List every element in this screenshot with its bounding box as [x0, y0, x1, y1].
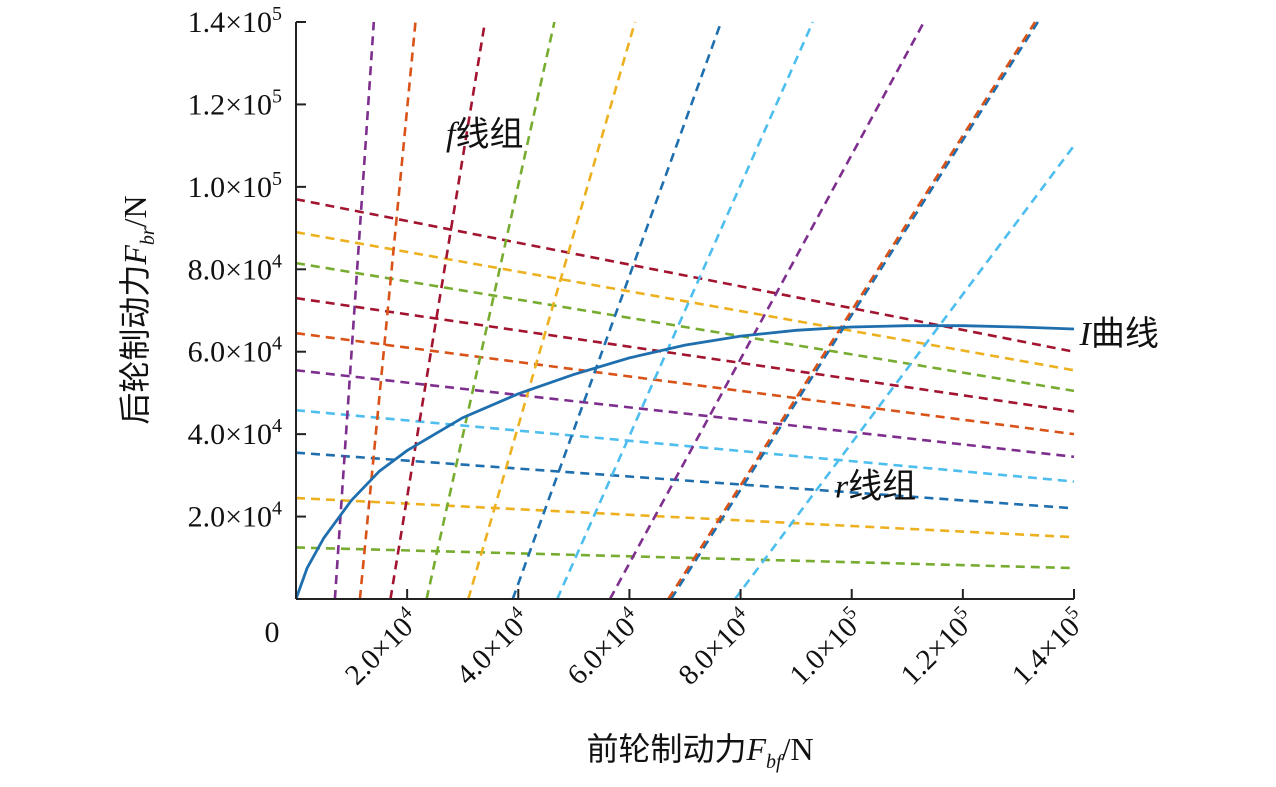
- x-tick-label-5: 1.0×105: [781, 602, 870, 691]
- y-tick-label-7: 1.4×105: [188, 3, 282, 39]
- y-tick-label-4: 8.0×104: [188, 250, 282, 286]
- f-line-9: [670, 21, 1039, 600]
- r-line-9: [295, 230, 1075, 372]
- i-curve-line: [294, 324, 1075, 600]
- x-tick-label-2: 4.0×104: [448, 602, 538, 692]
- x-tick-mantissa: 8.0×10: [672, 611, 752, 691]
- x-axis-label-main: 前轮制动力: [586, 731, 746, 767]
- x-tick-label-1: 2.0×104: [337, 602, 427, 692]
- y-tick-mantissa: 6.0×10: [188, 336, 272, 369]
- annotation-text: 线组: [455, 115, 523, 153]
- y-tick-label-1: 2.0×104: [188, 498, 282, 534]
- y-tick-mantissa: 1.4×10: [188, 6, 272, 39]
- annotation-i-curve: I曲线: [1079, 315, 1159, 353]
- y-axis-label-unit: /N: [117, 195, 153, 227]
- y-tick-label-3: 6.0×104: [188, 333, 282, 369]
- y-tick-exponent: 4: [272, 333, 282, 355]
- r-line-10: [295, 197, 1075, 353]
- f-line-7: [555, 21, 815, 600]
- x-tick-label-3: 6.0×104: [559, 602, 649, 692]
- f-line-8: [608, 21, 926, 600]
- y-tick-exponent: 5: [272, 85, 282, 107]
- annotation-text: 线组: [848, 468, 916, 506]
- r-line-7: [295, 296, 1075, 413]
- y-tick-label-2: 4.0×104: [188, 415, 282, 451]
- y-axis-label-sub: br: [137, 227, 159, 245]
- r-line-3: [295, 451, 1075, 510]
- y-tick-mantissa: 8.0×10: [188, 253, 272, 286]
- f-line-6: [511, 21, 723, 600]
- f-line-1: [333, 21, 376, 600]
- y-tick-mantissa: 4.0×10: [188, 418, 272, 451]
- data-lines: [294, 21, 1076, 600]
- x-tick-mantissa: 6.0×10: [561, 611, 641, 691]
- y-axis-label-var: F: [117, 245, 153, 266]
- r-line-2: [295, 496, 1075, 539]
- f-line-5: [467, 21, 637, 600]
- x-axis-label-sub: bf: [766, 751, 784, 773]
- x-tick-mantissa: 1.0×10: [784, 611, 864, 691]
- y-tick-exponent: 4: [272, 415, 282, 437]
- f-line-2: [358, 21, 417, 600]
- r-line-4: [295, 408, 1075, 483]
- x-tick-label-6: 1.2×105: [893, 602, 982, 691]
- r-line-5: [295, 368, 1075, 459]
- f-line-11: [733, 144, 1076, 600]
- x-tick-label-7: 1.4×105: [1004, 602, 1093, 691]
- x-axis-label: 前轮制动力Fbf/N: [586, 731, 813, 773]
- x-axis-label-unit: /N: [782, 731, 814, 767]
- y-tick-label-5: 1.0×105: [188, 168, 282, 204]
- f-line-3: [389, 21, 487, 600]
- annotation-text: 曲线: [1091, 315, 1159, 353]
- r-line-8: [295, 261, 1075, 393]
- x-tick-mantissa: 1.4×10: [1006, 611, 1086, 691]
- x-tick-mantissa: 1.2×10: [895, 611, 975, 691]
- y-tick-exponent: 5: [272, 3, 282, 25]
- y-tick-mantissa: 1.0×10: [188, 171, 272, 204]
- annotation-var: I: [1079, 316, 1093, 353]
- x-tick-mantissa: 4.0×10: [450, 611, 530, 691]
- x-tick-mantissa: 2.0×10: [339, 611, 419, 691]
- x-tick-label-4: 8.0×104: [670, 602, 760, 692]
- y-tick-mantissa: 1.2×10: [188, 88, 272, 121]
- x-axis-label-var: F: [745, 731, 766, 767]
- f-line-10: [667, 21, 1037, 600]
- annotation-r-group: r线组: [835, 468, 916, 506]
- annotation-var: r: [835, 469, 849, 506]
- r-line-6: [295, 331, 1075, 436]
- y-tick-exponent: 5: [272, 168, 282, 190]
- y-axis-label: 后轮制动力Fbr/N: [117, 195, 159, 424]
- r-line-1: [295, 546, 1075, 570]
- y-tick-exponent: 4: [272, 498, 282, 520]
- axes: [295, 21, 1075, 600]
- f-line-4: [425, 21, 556, 600]
- y-tick-label-6: 1.2×105: [188, 85, 282, 121]
- annotation-f-group: f线组: [446, 115, 523, 153]
- y-axis-label-main: 后轮制动力: [117, 265, 153, 425]
- y-tick-exponent: 4: [272, 250, 282, 272]
- y-tick-mantissa: 2.0×10: [188, 501, 272, 534]
- origin-label: 0: [265, 616, 280, 649]
